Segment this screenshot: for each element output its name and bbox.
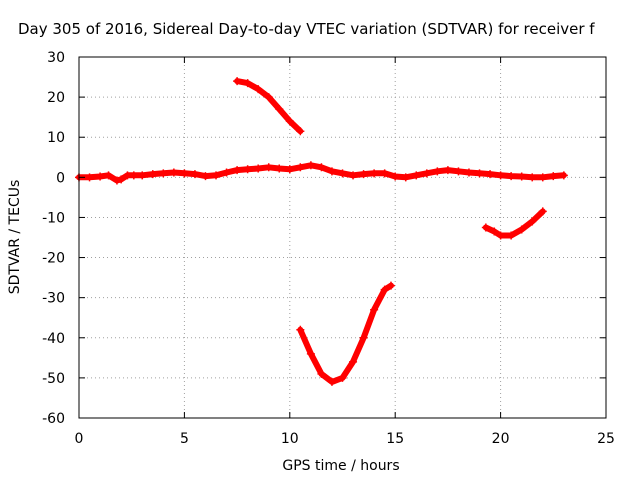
data-point — [243, 165, 252, 174]
data-point — [412, 171, 421, 180]
y-tick-label: 20 — [47, 90, 65, 106]
x-tick-label: 10 — [281, 431, 299, 447]
data-point — [380, 285, 389, 294]
data-point — [264, 93, 273, 102]
plot-frame — [78, 56, 607, 419]
y-tick-label: -30 — [42, 291, 65, 307]
data-point — [275, 164, 284, 173]
y-tick-label: -10 — [42, 210, 65, 226]
data-series-2 — [297, 282, 394, 385]
data-point — [233, 166, 242, 175]
data-point — [486, 170, 495, 179]
data-point — [180, 169, 189, 178]
data-point — [359, 333, 368, 342]
data-point — [370, 169, 379, 178]
data-point — [306, 349, 315, 358]
data-point — [104, 171, 113, 180]
data-point — [112, 176, 121, 185]
data-point — [386, 281, 395, 290]
data-point — [129, 171, 138, 180]
data-point — [327, 377, 336, 386]
data-point — [296, 163, 305, 172]
data-point — [464, 168, 473, 177]
data-point — [285, 117, 294, 126]
data-point — [507, 231, 516, 240]
data-point — [264, 163, 273, 172]
data-point — [338, 373, 347, 382]
y-tick-label: 0 — [56, 170, 65, 186]
data-point — [481, 223, 490, 232]
data-point — [159, 169, 168, 178]
data-point — [454, 167, 463, 176]
data-point — [538, 207, 547, 216]
data-point — [370, 305, 379, 314]
x-tick-label: 15 — [386, 431, 404, 447]
data-point — [201, 172, 210, 181]
data-point — [212, 171, 221, 180]
chart-title: Day 305 of 2016, Sidereal Day-to-day VTE… — [18, 20, 595, 38]
data-point — [496, 231, 505, 240]
data-point — [275, 105, 284, 114]
data-point — [306, 161, 315, 170]
data-point — [507, 172, 516, 181]
data-point — [254, 85, 263, 94]
data-point — [490, 227, 499, 236]
data-point — [433, 167, 442, 176]
data-point — [496, 171, 505, 180]
data-point — [222, 168, 231, 177]
x-tick-label: 20 — [492, 431, 510, 447]
ticks: 0 5 10 15 20 25 30 20 10 0 -10 -20 -30 -40 -50 -60 — [42, 50, 615, 447]
data-point — [475, 169, 484, 178]
data-series-1 — [234, 78, 304, 135]
y-tick-label: 30 — [47, 50, 65, 66]
data-point — [233, 77, 242, 86]
data-point — [380, 169, 389, 178]
series-group — [75, 77, 568, 386]
data-point — [317, 163, 326, 172]
data-point — [285, 165, 294, 174]
data-point — [296, 325, 305, 334]
data-point — [443, 166, 452, 175]
data-point — [517, 172, 526, 181]
data-point — [117, 175, 126, 184]
data-point — [317, 369, 326, 378]
data-point — [559, 171, 568, 180]
y-tick-label: -20 — [42, 251, 65, 267]
grid — [79, 57, 606, 418]
y-axis-label: SDTVAR / TECUs — [7, 180, 23, 295]
data-point — [549, 172, 558, 181]
y-tick-label: -60 — [42, 411, 65, 427]
x-tick-label: 25 — [597, 431, 615, 447]
data-point — [148, 170, 157, 179]
data-point — [254, 164, 263, 173]
data-point — [349, 357, 358, 366]
x-axis-label: GPS time / hours — [282, 458, 399, 474]
x-tick-label: 5 — [180, 431, 189, 447]
data-point — [422, 169, 431, 178]
data-point — [338, 169, 347, 178]
data-point — [96, 172, 105, 181]
data-point — [296, 127, 305, 136]
data-point — [327, 167, 336, 176]
data-point — [528, 217, 537, 226]
y-tick-label: -50 — [42, 371, 65, 387]
data-point — [538, 173, 547, 182]
data-point — [190, 170, 199, 179]
y-tick-label: 10 — [47, 130, 65, 146]
data-point — [169, 168, 178, 177]
data-point — [517, 225, 526, 234]
y-tick-label: -40 — [42, 331, 65, 347]
x-tick-label: 0 — [75, 431, 84, 447]
data-point — [85, 173, 94, 182]
data-point — [138, 171, 147, 180]
data-point — [349, 171, 358, 180]
data-point — [359, 170, 368, 179]
data-point — [401, 173, 410, 182]
data-point — [528, 173, 537, 182]
data-point — [243, 79, 252, 88]
data-point — [391, 172, 400, 181]
